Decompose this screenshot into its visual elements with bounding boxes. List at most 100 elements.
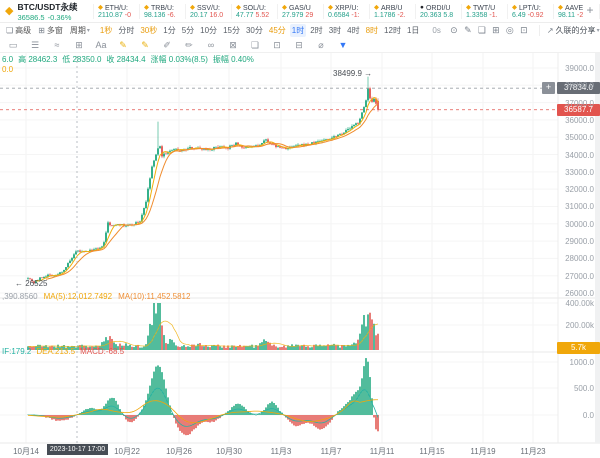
copy-tool[interactable]: ❏ — [250, 39, 260, 50]
ticker-price: 20.363 — [420, 11, 442, 19]
delete-tool[interactable]: ⊟ — [295, 39, 303, 50]
magnet-tool[interactable]: ⌀ — [318, 39, 324, 50]
eraser-tool[interactable]: ⊠ — [229, 39, 237, 50]
brush-tool[interactable]: ✏ — [185, 39, 193, 50]
ticker-item[interactable]: ● ORDI/U 20.363 5.8 — [415, 3, 461, 19]
ticker-price: 1.1786 — [374, 11, 396, 19]
ticker-price-row: 6.49 -0.92 — [512, 12, 553, 19]
period-button[interactable]: 10分 — [200, 26, 218, 35]
period-button[interactable]: 30分 — [245, 26, 263, 35]
ticker-symbol: LPT/U: — [519, 4, 541, 12]
pencil-vip-tool-1[interactable]: ✎ — [119, 39, 127, 50]
ticker-change: -2. — [397, 11, 406, 19]
period-button[interactable]: 5分 — [181, 26, 195, 35]
ticker-bar: ◆ BTC/USDT永续 36586.5 -0.36% ◆ ETH/U: 2110.8… — [0, 0, 600, 23]
ticker-change: 29 — [305, 11, 314, 19]
ticker-main[interactable]: ◆ BTC/USDT永续 36586.5 -0.36% — [0, 1, 93, 22]
ticker-item[interactable]: ◆ ARB/U 1.1786 -2. — [369, 3, 415, 19]
draw-icon[interactable]: ✎ — [464, 25, 472, 35]
advanced-icon: ❏ — [6, 26, 14, 35]
main-last-price: 36586.5 — [17, 12, 45, 22]
grid-icon[interactable]: ⊞ — [492, 25, 500, 35]
ticker-symbol-row: ◆ SSV/U: — [190, 4, 231, 12]
chevron-down-icon: ▾ — [596, 28, 600, 34]
period-button[interactable]: 15分 — [223, 26, 240, 35]
ticker-symbol-row: ◆ ARB/U — [374, 3, 415, 11]
ticker-item[interactable]: ◆ ETH/U: 2110.87 -0 — [93, 3, 139, 19]
ticker-price: 47.77 — [236, 11, 254, 19]
ticker-symbol: TRB/U: — [151, 4, 174, 12]
ticker-symbol-row: ◆ ETH/U: — [98, 4, 139, 11]
ticker-symbol-row: ◆ GAS/U — [282, 4, 323, 11]
ticker-change: -1. — [489, 11, 498, 19]
ticker-price: 1.3358 — [466, 11, 488, 19]
lines-tool[interactable]: ☰ — [30, 39, 40, 50]
period-button[interactable]: 2时 — [310, 26, 323, 35]
ticker-price-row: 20.17 16.0 — [190, 12, 231, 19]
period-button[interactable]: 1时 — [289, 24, 307, 37]
advanced-button[interactable]: ❏ 高级 — [6, 25, 31, 36]
period-button[interactable]: 12时 — [384, 26, 401, 35]
measure-tool[interactable]: ∞ — [207, 39, 215, 50]
ticker-item[interactable]: ◆ SSV/U: 20.17 16.0 — [185, 3, 231, 19]
add-ticker-button[interactable]: + — [583, 2, 597, 19]
filter-tool[interactable]: ▼ — [338, 39, 348, 50]
fullscreen-icon[interactable]: ⊡ — [520, 25, 528, 35]
period-button[interactable]: 4时 — [347, 26, 360, 35]
add-order-button[interactable]: + — [542, 82, 555, 94]
ticker-item[interactable]: ◆ SOL/U: 47.77 5.52 — [231, 3, 277, 19]
ticker-price-row: 47.77 5.52 — [236, 12, 277, 19]
period-button[interactable]: 1日 — [406, 26, 420, 35]
ticker-symbol: SSV/U: — [197, 4, 220, 12]
ticker-price: 0.6584 — [328, 11, 350, 19]
ticker-symbol-row: ● ORDI/U — [420, 3, 461, 12]
pencil-vip-tool-2[interactable]: ✎ — [141, 39, 149, 50]
ticker-symbol-row: ◆ SOL/U: — [236, 3, 277, 11]
ticker-symbol: ORDI/U — [425, 4, 451, 12]
chevron-down-icon: ▾ — [86, 28, 90, 34]
ticker-item[interactable]: ◆ XRP/U: 0.6584 -1: — [323, 3, 369, 19]
ticker-symbol: TWT/U — [473, 4, 496, 12]
period-button[interactable]: 45分 — [268, 26, 286, 35]
ticker-symbol-row: ◆ AAVE/I — [558, 4, 599, 11]
ticker-item[interactable]: ◆ LPT/U: 6.49 -0.92 — [507, 3, 553, 19]
ticker-price: 6.49 — [512, 11, 526, 19]
coin-icon: ● — [420, 3, 424, 11]
wave-tool[interactable]: ≈ — [54, 39, 60, 50]
period-button[interactable]: 1秒 — [99, 26, 113, 35]
period-button[interactable]: 30秒 — [140, 26, 158, 35]
settings-icon[interactable]: ◎ — [505, 25, 514, 35]
main-change-percent: -0.36% — [47, 12, 72, 22]
layout-icon[interactable]: ❏ — [477, 25, 486, 35]
shared-layout-dropdown[interactable]: ↗ 久联的分享 ▾ — [538, 25, 600, 36]
multi-window-button[interactable]: ⊞ 多窗 — [38, 25, 63, 36]
period-button[interactable]: 3时 — [328, 26, 342, 35]
coin-icon: ◆ — [466, 3, 471, 11]
ticker-change: 5.52 — [255, 11, 270, 19]
ticker-item[interactable]: ◆ GAS/U 27.979 29 — [277, 3, 323, 19]
shapes-tool[interactable]: ⊞ — [75, 39, 83, 50]
period-dropdown[interactable]: 周期 ▾ — [70, 25, 90, 36]
chart-type-tool[interactable]: ▭ — [8, 39, 18, 50]
ticker-price-row: 2110.87 -0 — [98, 12, 139, 19]
period-button[interactable]: 1分 — [163, 26, 176, 35]
camera-icon[interactable]: ⊙ — [450, 25, 458, 35]
period-button[interactable]: 分时 — [118, 26, 135, 35]
coin-icon: ◆ — [236, 3, 241, 11]
text-tool[interactable]: Aa — [95, 39, 107, 50]
ticker-price-row: 1.3358 -1. — [466, 12, 507, 19]
ticker-price-row: 27.979 29 — [282, 12, 323, 19]
coin-icon: ◆ — [328, 3, 333, 11]
ticker-item[interactable]: ◆ TRB/U: 98.136 -6. — [139, 3, 185, 19]
pen-tool[interactable]: ✐ — [163, 39, 171, 50]
period-button[interactable]: 8时 — [365, 26, 379, 35]
coin-icon: ◆ — [374, 3, 379, 11]
ticker-item[interactable]: ◆ TWT/U 1.3358 -1. — [461, 3, 507, 19]
edit-box-tool[interactable]: ⊡ — [273, 39, 281, 50]
ticker-symbol-row: ◆ TWT/U — [466, 3, 507, 12]
ticker-change: 16.0 — [209, 11, 224, 19]
toolbar-icon-group: ⊙ ✎ ❏ ⊞ ◎ ⊡ — [447, 25, 531, 36]
